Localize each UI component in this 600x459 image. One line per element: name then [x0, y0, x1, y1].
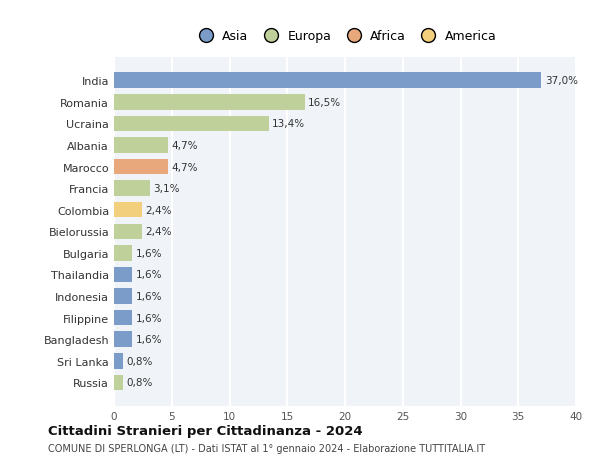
Bar [114, 375, 123, 390]
Text: 1,6%: 1,6% [136, 248, 163, 258]
Text: 3,1%: 3,1% [153, 184, 180, 194]
Bar [114, 95, 305, 110]
Text: 1,6%: 1,6% [136, 313, 163, 323]
Bar [114, 332, 133, 347]
Text: 4,7%: 4,7% [172, 140, 198, 151]
Text: 0,8%: 0,8% [127, 356, 153, 366]
Text: 13,4%: 13,4% [272, 119, 305, 129]
Text: 1,6%: 1,6% [136, 335, 163, 345]
Bar [114, 310, 133, 326]
Bar [114, 289, 133, 304]
Bar [114, 267, 133, 283]
Bar [114, 246, 133, 261]
Text: 1,6%: 1,6% [136, 291, 163, 302]
Bar [114, 202, 142, 218]
Bar [114, 181, 150, 196]
Text: 2,4%: 2,4% [145, 205, 172, 215]
Text: 16,5%: 16,5% [308, 98, 341, 107]
Bar [114, 224, 142, 240]
Legend: Asia, Europa, Africa, America: Asia, Europa, Africa, America [188, 25, 502, 48]
Text: Cittadini Stranieri per Cittadinanza - 2024: Cittadini Stranieri per Cittadinanza - 2… [48, 424, 362, 437]
Bar [114, 138, 168, 153]
Text: 4,7%: 4,7% [172, 162, 198, 172]
Text: 37,0%: 37,0% [545, 76, 578, 86]
Bar [114, 159, 168, 175]
Bar [114, 116, 269, 132]
Text: 0,8%: 0,8% [127, 378, 153, 387]
Bar [114, 353, 123, 369]
Text: 2,4%: 2,4% [145, 227, 172, 237]
Text: 1,6%: 1,6% [136, 270, 163, 280]
Text: COMUNE DI SPERLONGA (LT) - Dati ISTAT al 1° gennaio 2024 - Elaborazione TUTTITAL: COMUNE DI SPERLONGA (LT) - Dati ISTAT al… [48, 443, 485, 453]
Bar [114, 73, 541, 89]
